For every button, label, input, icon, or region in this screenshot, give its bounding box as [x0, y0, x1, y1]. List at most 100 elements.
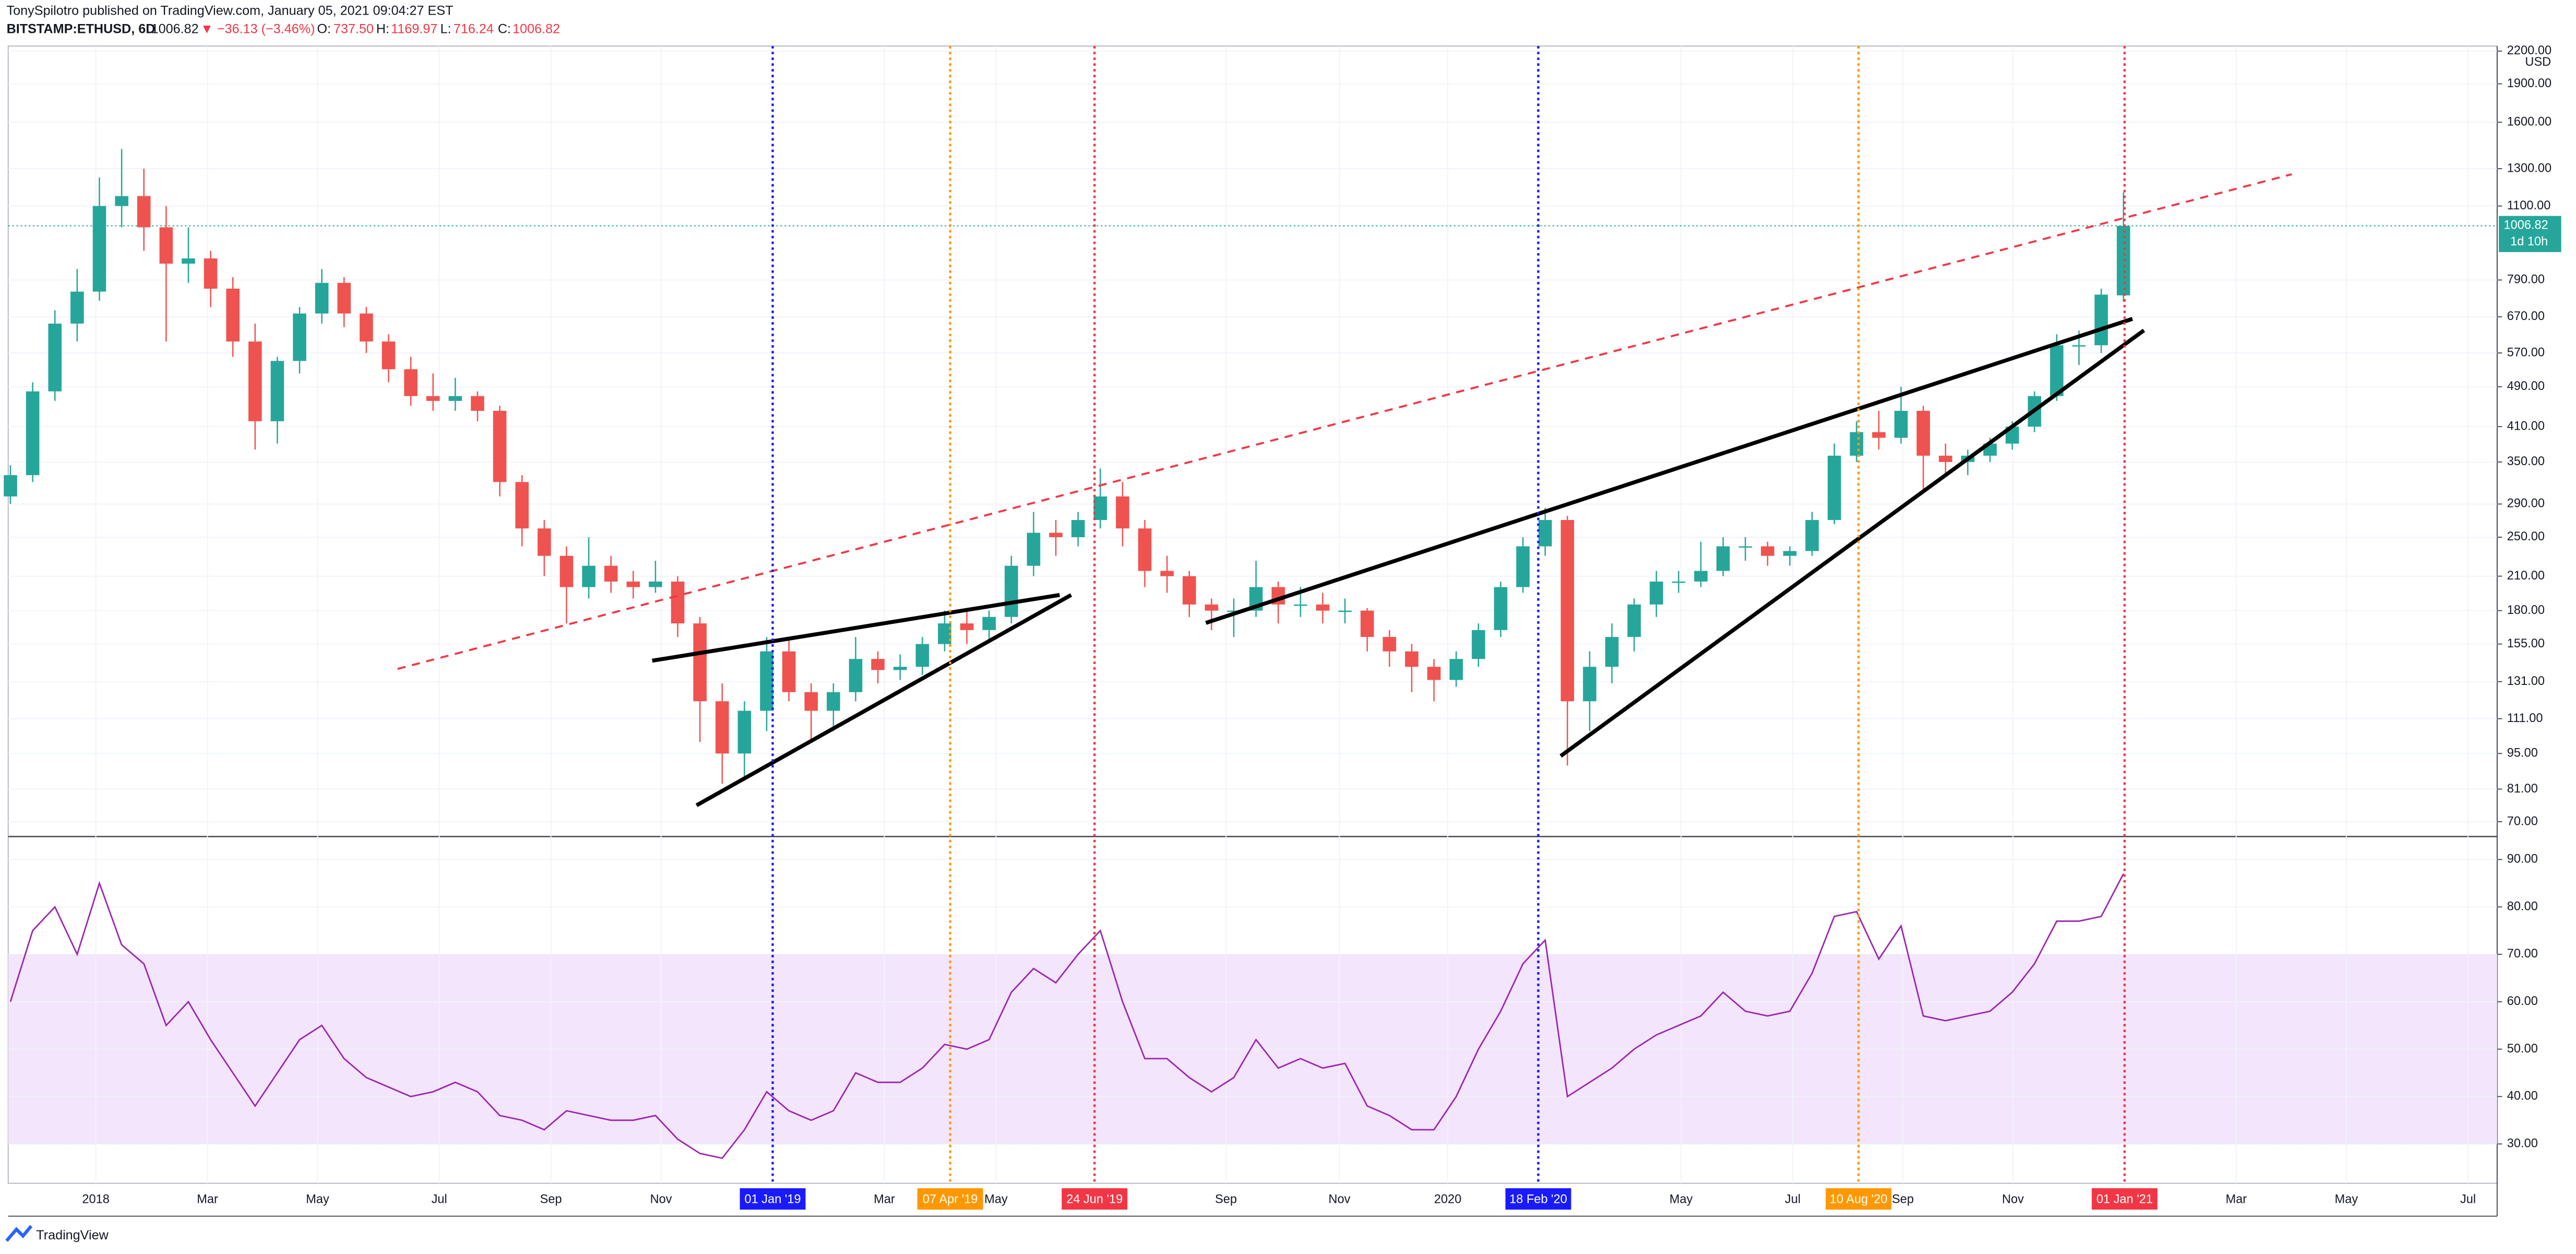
candle-body: [337, 282, 351, 314]
candle-body: [1583, 667, 1596, 702]
candle-body: [737, 711, 752, 754]
y-tick-label: 410.00: [2507, 419, 2545, 433]
y-tick-label: 490.00: [2507, 380, 2545, 393]
price: 1006.82: [151, 21, 199, 36]
y-tick-label: 670.00: [2507, 310, 2545, 323]
marker-label: 07 Apr '19: [923, 1192, 978, 1206]
x-tick-label: Sep: [1215, 1192, 1237, 1206]
candle-body: [115, 196, 128, 206]
x-tick-label: Nov: [650, 1192, 672, 1206]
countdown-label: 1d 10h: [2510, 235, 2548, 249]
candle-body: [70, 291, 84, 324]
candle-body: [92, 206, 106, 292]
candle-body: [204, 258, 218, 289]
candle-body: [1694, 571, 1708, 582]
candle-body: [315, 282, 329, 314]
last-price-box: [2499, 216, 2561, 252]
y-tick-label: 1600.00: [2507, 115, 2551, 128]
marker-box: [1062, 1188, 1128, 1210]
y-tick-label: 790.00: [2507, 273, 2545, 287]
candle-body: [426, 396, 440, 401]
x-tick-label: Jul: [1785, 1192, 1800, 1206]
currency: USD: [2525, 55, 2551, 69]
marker-label: 01 Jan '21: [2096, 1192, 2153, 1206]
drawings: [397, 46, 2292, 1184]
open-value: 737.50: [333, 21, 374, 36]
x-tick-label: Mar: [874, 1192, 895, 1206]
x-tick-label: May: [984, 1192, 1008, 1206]
y-tick-label: 40.00: [2507, 1090, 2538, 1103]
marker-box: [2092, 1188, 2157, 1210]
candle-body: [1872, 432, 1886, 438]
candle-body: [1894, 410, 1908, 438]
y-tick-label: 50.00: [2507, 1042, 2538, 1056]
candle-body: [693, 623, 707, 702]
candle-body: [1672, 581, 1686, 583]
candle-body: [4, 475, 17, 496]
marker-label: 18 Feb '20: [1509, 1192, 1567, 1206]
candle-body: [26, 391, 40, 476]
candle-body: [515, 482, 529, 529]
candle-body: [137, 196, 151, 228]
candle-body: [1116, 496, 1129, 529]
candle-body: [360, 313, 373, 342]
candle-body: [1338, 610, 1352, 612]
candle-body: [827, 692, 840, 711]
x-tick-label: Nov: [2002, 1192, 2024, 1206]
candle-body: [381, 341, 396, 370]
logo-icon: [5, 1225, 33, 1242]
y-tick-label: 70.00: [2507, 947, 2538, 961]
marker-label: 01 Jan '19: [745, 1192, 801, 1206]
candle-body: [1138, 528, 1152, 571]
candle-body: [493, 410, 507, 482]
candle-body: [2094, 294, 2108, 346]
candle-body: [1939, 455, 1952, 462]
change: ▼ −36.13 (−3.46%): [200, 21, 315, 36]
x-tick-label: Sep: [1892, 1192, 1914, 1206]
candle-body: [893, 667, 907, 670]
close-label: C:: [498, 21, 511, 36]
marks-layer: [4, 149, 2130, 1160]
marker-box: [1826, 1188, 1892, 1210]
candle-body: [1828, 455, 1841, 520]
candle-body: [1361, 610, 1374, 637]
x-tick-label: May: [1669, 1192, 1693, 1206]
y-tick-label: 111.00: [2507, 712, 2543, 725]
trend-line: [652, 593, 1060, 663]
marker-box: [917, 1188, 983, 1210]
trend-line: [397, 173, 2292, 670]
candle-body: [1227, 610, 1241, 612]
y-tick-label: 290.00: [2507, 497, 2545, 511]
trend-line: [1205, 317, 2133, 625]
candle-body: [649, 581, 662, 587]
candle-body: [1650, 581, 1663, 605]
candle-body: [1071, 520, 1085, 537]
y-tick-label: 60.00: [2507, 995, 2538, 1008]
candle-body: [182, 258, 195, 264]
marker-box: [1505, 1188, 1571, 1210]
y-tick-label: 80.00: [2507, 900, 2538, 913]
x-tick-label: Nov: [1329, 1192, 1351, 1206]
y-tick-label: 210.00: [2507, 569, 2545, 583]
y-tick-label: 350.00: [2507, 455, 2545, 468]
candle-body: [538, 528, 551, 556]
candle-body: [1738, 546, 1752, 548]
candle-body: [404, 369, 418, 396]
candle-body: [1316, 604, 1330, 611]
candle-body: [1850, 432, 1864, 456]
y-tick-label: 155.00: [2507, 637, 2545, 650]
candle-body: [1204, 604, 1219, 611]
x-tick-label: May: [306, 1192, 329, 1206]
candle-body: [1449, 659, 1463, 680]
grid-layer: [8, 46, 2497, 1184]
candle-body: [1160, 571, 1174, 576]
candle-body: [2050, 345, 2064, 396]
y-tick-label: 250.00: [2507, 530, 2545, 543]
candle-body: [715, 701, 729, 754]
candle-body: [1716, 546, 1730, 571]
x-tick-label: Mar: [197, 1192, 218, 1206]
candle-body: [982, 617, 996, 630]
candle-body: [1472, 630, 1485, 659]
y-tick-label: 70.00: [2507, 814, 2538, 828]
